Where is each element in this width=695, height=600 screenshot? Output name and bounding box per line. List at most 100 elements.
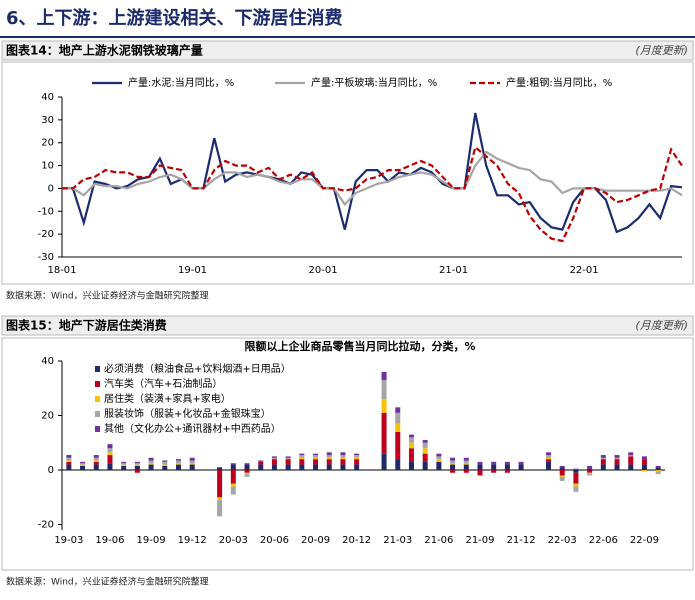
update-note: (月度更新) [635, 319, 688, 332]
bar-segment [546, 455, 552, 458]
bar-segment [162, 461, 168, 465]
bar-segment [80, 463, 86, 465]
bar-segment [162, 460, 168, 462]
series-line [62, 145, 683, 243]
bar-segment [175, 459, 181, 461]
bar-segment [313, 453, 319, 456]
legend-label: 汽车类（汽车+石油制品） [104, 377, 222, 390]
bar-segment [244, 463, 250, 465]
bar-segment [121, 464, 127, 466]
bar-segment [313, 455, 319, 458]
bar-segment [217, 500, 223, 517]
bar-segment [655, 471, 661, 475]
bar-segment [148, 460, 154, 464]
bar-segment [614, 459, 620, 465]
bar-segment [600, 459, 606, 465]
bar-segment [546, 457, 552, 460]
bar-segment [504, 470, 510, 473]
bar-segment [313, 457, 319, 460]
bar-segment [285, 459, 291, 465]
bar-segment [107, 463, 113, 471]
bar-segment [491, 461, 497, 465]
bar-segment [66, 464, 72, 471]
bar-segment [107, 452, 113, 456]
bar-segment [587, 474, 593, 476]
x-tick-label: 20-03 [219, 535, 248, 546]
legend-label: 必须消费（粮油食品+饮料烟酒+日用品） [104, 362, 291, 375]
bar-segment [614, 457, 620, 460]
bar-segment [395, 459, 401, 471]
bar-segment [258, 460, 264, 462]
bar-segment [628, 464, 634, 471]
x-tick-label: 21-09 [465, 535, 494, 546]
bar-segment [381, 380, 387, 400]
bar-segment [546, 461, 552, 471]
bar-segment [518, 464, 524, 471]
y-tick-label: -20 [38, 520, 54, 531]
bar-segment [628, 452, 634, 456]
bar-segment [354, 455, 360, 458]
bar-segment [66, 457, 72, 461]
x-tick-label: 20-12 [342, 535, 371, 546]
bar-segment [587, 468, 593, 471]
bar-segment [436, 461, 442, 471]
source-note: 数据来源：Wind，兴业证券经济与金融研究院整理 [6, 576, 209, 588]
bar-segment [148, 464, 154, 471]
bar-segment [244, 472, 250, 475]
bar-segment [422, 453, 428, 462]
bar-segment [491, 470, 497, 473]
bar-segment [313, 464, 319, 471]
bar-segment [340, 459, 346, 465]
y-tick-label: 10 [41, 161, 54, 172]
bar-segment [559, 470, 565, 476]
bar-segment [244, 464, 250, 471]
bar-segment [93, 461, 99, 465]
bar-segment [107, 448, 113, 453]
bar-segment [189, 463, 195, 465]
bar-segment [285, 457, 291, 460]
bar-segment [93, 455, 99, 458]
bar-segment [600, 457, 606, 460]
x-tick-label: 19-09 [137, 535, 166, 546]
bar-segment [230, 486, 236, 495]
bar-segment [408, 448, 414, 462]
bar-segment [559, 467, 565, 471]
bar-segment [573, 483, 579, 487]
bar-segment [381, 371, 387, 381]
bar-segment [175, 464, 181, 471]
figure-label: 图表14：地产上游水泥钢铁玻璃产量 [6, 43, 203, 58]
y-tick-label: 20 [41, 138, 54, 149]
bar-segment [134, 461, 140, 464]
bar-segment [66, 461, 72, 465]
bar-segment [175, 463, 181, 465]
bar-segment [162, 464, 168, 466]
y-tick-label: -20 [38, 229, 54, 240]
bar-segment [395, 431, 401, 460]
y-tick-label: -30 [38, 252, 54, 263]
bar-segment [395, 423, 401, 432]
bar-segment [559, 475, 565, 477]
bar-segment [463, 470, 469, 473]
bar-segment [450, 464, 456, 471]
bar-segment [641, 464, 647, 471]
bar-segment [408, 437, 414, 443]
bar-segment [354, 464, 360, 471]
bar-segment [436, 459, 442, 462]
bar-segment [66, 455, 72, 458]
legend-label: 产量:水泥:当月同比，% [128, 76, 234, 89]
bar-segment [628, 455, 634, 457]
bar-segment [134, 464, 140, 466]
bar-segment [381, 453, 387, 471]
bar-segment [641, 456, 647, 460]
bar-segment [258, 461, 264, 465]
bar-segment [244, 470, 250, 473]
legend-label: 产量:粗钢:当月同比，% [506, 76, 612, 89]
bar-segment [230, 464, 236, 471]
bar-segment [546, 459, 552, 462]
x-tick-label: 19-03 [54, 535, 83, 546]
bar-segment [436, 453, 442, 457]
bar-segment [230, 463, 236, 465]
bar-segment [641, 459, 647, 465]
bar-segment [326, 464, 332, 471]
